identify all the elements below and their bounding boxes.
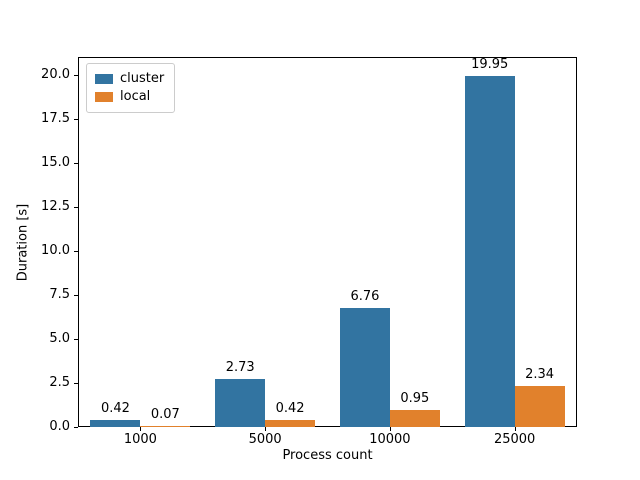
value-label-cluster-1000: 0.42 [100,400,130,416]
x-tick-mark [265,427,267,431]
value-label-local-10000: 0.95 [400,391,430,407]
legend-label-cluster: cluster [120,71,165,86]
y-tick-label: 5.0 [49,330,70,346]
x-tick-label: 25000 [493,432,536,447]
bar-local-25000 [514,385,565,427]
x-tick-mark [140,427,142,431]
x-tick-label: 5000 [248,432,282,447]
value-label-local-25000: 2.34 [525,366,555,382]
x-tick-mark [389,427,391,431]
bar-local-10000 [389,410,440,427]
bar-cluster-5000 [215,378,266,427]
y-tick-mark [74,162,78,164]
legend-swatch-local [95,92,113,102]
legend-swatch-cluster [95,74,113,84]
value-label-cluster-10000: 6.76 [350,288,380,304]
legend: cluster local [86,63,176,113]
y-tick-mark [74,250,78,252]
y-tick-label: 15.0 [41,154,70,170]
x-axis-label: Process count [282,448,373,463]
y-tick-label: 7.5 [49,286,70,302]
legend-entry-cluster: cluster [95,70,164,88]
y-tick-mark [74,427,78,428]
y-tick-mark [74,338,78,340]
value-label-local-1000: 0.07 [150,406,180,422]
x-tick-label: 1000 [123,432,157,447]
bar-cluster-1000 [90,419,141,427]
bar-local-1000 [140,425,191,427]
x-tick-mark [514,427,516,431]
y-tick-label: 17.5 [41,110,70,126]
legend-entry-local: local [95,88,164,106]
y-tick-label: 10.0 [41,242,70,258]
y-tick-label: 0.0 [49,419,70,434]
legend-label-local: local [120,89,151,104]
y-tick-label: 20.0 [41,66,70,82]
y-tick-mark [74,294,78,296]
value-label-cluster-25000: 19.95 [471,56,509,72]
value-label-cluster-5000: 2.73 [225,359,255,375]
y-tick-mark [74,118,78,120]
bar-local-5000 [265,419,316,427]
bar-cluster-10000 [339,307,390,427]
y-tick-mark [74,74,78,76]
bar-cluster-25000 [464,75,515,427]
value-label-local-5000: 0.42 [275,400,305,416]
plot-area [78,57,577,427]
y-tick-mark [74,382,78,384]
x-tick-label: 10000 [369,432,411,447]
y-tick-label: 2.5 [49,374,70,390]
y-tick-label: 12.5 [41,198,70,214]
y-tick-mark [74,206,78,208]
